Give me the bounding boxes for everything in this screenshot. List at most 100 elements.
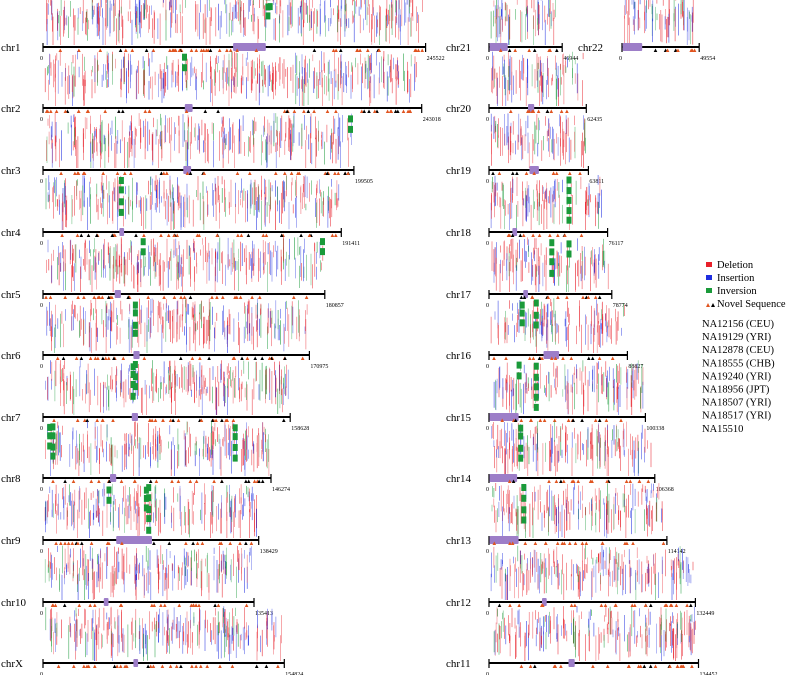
novel-sequence-mark <box>190 664 194 668</box>
novel-sequence-mark <box>179 356 183 360</box>
novel-sequence-mark <box>132 479 137 483</box>
novel-sequence-mark <box>44 295 48 299</box>
novel-sequence-mark <box>545 109 550 113</box>
inversion-mark <box>132 361 138 368</box>
novel-sequence-mark <box>257 479 261 483</box>
novel-sequence-mark <box>526 109 530 113</box>
chromosome-label: chr20 <box>446 103 472 115</box>
novel-sequence-mark <box>648 664 653 668</box>
inversion-mark <box>106 486 112 494</box>
novel-sequence-mark <box>249 541 254 545</box>
novel-sequence-mark <box>573 541 578 545</box>
chromosome-panel-chr2: chr2 0 243018 <box>1 51 441 123</box>
inversion-mark <box>130 392 136 400</box>
novel-sequence-mark <box>121 109 125 113</box>
axis-start-label: 0 <box>40 426 43 432</box>
inversion-mark <box>516 372 522 380</box>
novel-sequence-mark <box>252 479 257 483</box>
novel-sequence-mark <box>513 48 517 52</box>
novel-sequence-mark <box>124 48 128 52</box>
novel-sequence-mark <box>542 418 547 422</box>
inversion-mark <box>320 238 325 246</box>
novel-sequence-mark <box>637 479 642 483</box>
inversion-mark <box>348 115 353 123</box>
centromere-bar <box>529 166 539 174</box>
novel-sequence-mark <box>188 171 193 175</box>
novel-sequence-mark <box>550 356 554 360</box>
novel-sequence-mark <box>101 171 105 175</box>
novel-sequence-mark <box>134 233 138 237</box>
novel-sequence-mark <box>63 479 67 483</box>
axis-end-label: 158628 <box>291 426 309 432</box>
inversion-mark <box>50 432 56 440</box>
centromere-bar <box>133 351 140 359</box>
novel-sequence-mark <box>604 418 609 422</box>
novel-sequence-mark <box>153 418 158 422</box>
novel-sequence-mark <box>334 109 338 113</box>
inversion-mark <box>533 362 539 370</box>
chromosome-panel-chr5: chr5 0 180857 <box>1 237 344 309</box>
novel-sequence-mark <box>150 603 154 607</box>
novel-sequence-mark <box>123 664 127 668</box>
novel-sequence-mark <box>80 541 84 545</box>
novel-sequence-mark <box>166 233 171 237</box>
axis-end-label: 78774 <box>613 303 628 309</box>
novel-sequence-mark <box>123 171 127 175</box>
chromosome-label: chr17 <box>446 289 472 301</box>
inversion-mark <box>533 403 539 411</box>
novel-sequence-mark <box>75 233 80 237</box>
novel-sequence-mark <box>71 479 76 483</box>
novel-sequence-mark <box>63 295 67 299</box>
chromosome-panel-chr8: chr8 0 146274 <box>1 421 290 493</box>
novel-sequence-mark <box>185 171 190 175</box>
novel-sequence-mark <box>306 109 311 113</box>
axis-end-label: 114142 <box>668 549 686 555</box>
inversion-mark <box>50 423 56 431</box>
novel-sequence-mark <box>195 541 200 545</box>
novel-sequence-mark <box>199 418 204 422</box>
novel-sequence-mark <box>498 48 503 52</box>
novel-sequence-mark <box>58 48 63 52</box>
novel-sequence-mark <box>62 603 67 607</box>
novel-sequence-mark <box>653 664 658 668</box>
novel-sequence-mark <box>250 295 254 299</box>
novel-sequence-mark <box>248 171 252 175</box>
novel-sequence-mark <box>95 418 99 422</box>
inversion-mark <box>118 186 124 194</box>
novel-sequence-mark <box>152 603 156 607</box>
novel-sequence-mark <box>492 356 496 360</box>
novel-sequence-mark <box>235 171 240 175</box>
novel-sequence-mark <box>573 603 577 607</box>
chromosome-panel-chr18: chr18 0 76117 <box>446 175 623 247</box>
novel-sequence-mark <box>569 603 574 607</box>
novel-sequence-mark <box>215 295 219 299</box>
novel-sequence-mark <box>61 356 66 360</box>
novel-sequence-mark <box>665 48 670 52</box>
novel-sequence-mark <box>231 356 236 360</box>
centromere-bar <box>512 228 518 236</box>
novel-sequence-mark <box>190 356 195 360</box>
novel-sequence-mark <box>633 603 637 607</box>
novel-sequence-mark <box>568 171 572 175</box>
centromere-bar <box>543 351 560 359</box>
novel-sequence-mark <box>580 541 585 545</box>
novel-sequence-mark <box>238 541 242 545</box>
inversion-mark <box>348 125 353 133</box>
novel-sequence-mark <box>72 664 76 668</box>
novel-sequence-mark <box>413 48 417 52</box>
inversion-mark <box>140 248 146 256</box>
chromosome-label: chr12 <box>446 597 471 609</box>
novel-sequence-mark <box>373 109 377 113</box>
novel-sequence-mark <box>552 418 557 422</box>
novel-sequence-mark <box>86 233 91 237</box>
chromosome-panel-chr14: chr14 0 106368 <box>446 421 674 493</box>
novel-sequence-mark <box>300 356 305 360</box>
novel-sequence-mark <box>93 356 98 360</box>
novel-sequence-mark <box>532 171 536 175</box>
novel-sequence-mark <box>292 295 296 299</box>
novel-sequence-mark <box>162 295 166 299</box>
centromere-bar <box>489 43 508 51</box>
axis-end-label: 132449 <box>696 611 714 617</box>
centromere-bar <box>119 228 125 236</box>
